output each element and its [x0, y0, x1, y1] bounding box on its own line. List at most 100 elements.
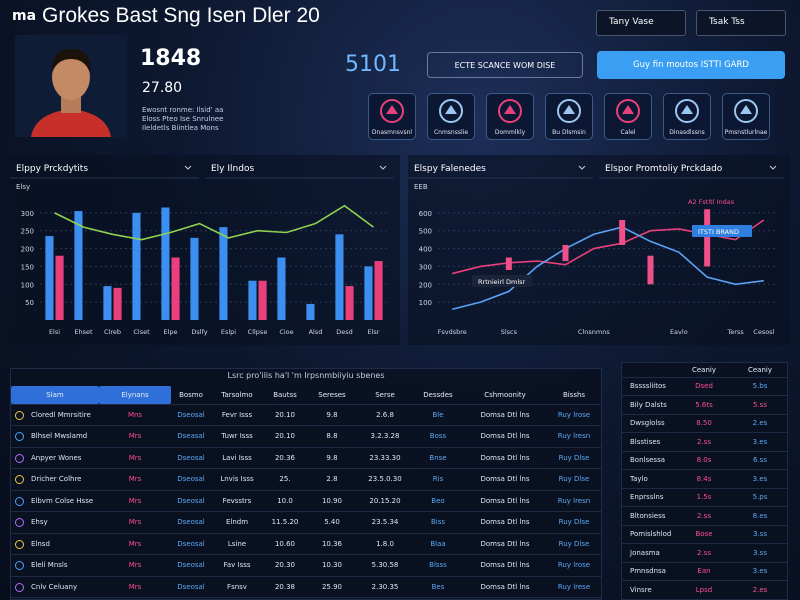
icon-shape [734, 99, 758, 123]
x-tick-label: Fsvdsbre [438, 328, 467, 336]
x-tick-label: Elpe [163, 328, 177, 336]
x-tick-label: Slscs [501, 328, 518, 336]
table-row: Pmnsdnsa Ean 3.es [622, 562, 787, 581]
line [54, 204, 374, 241]
table-cell: Mrs [99, 447, 171, 469]
y-tick-label: 150 [21, 263, 34, 271]
table-cell: Elnsd [11, 533, 99, 555]
x-tick-label: Terss [726, 328, 744, 336]
icon-tile[interactable]: Bu Dlsmsin [545, 93, 593, 140]
icon-tile[interactable]: Pmsnstlurlnae [722, 93, 770, 140]
table-cell: Lnvis Isss [211, 468, 263, 491]
x-tick-label: Clset [133, 328, 150, 336]
row-icon [15, 561, 24, 570]
icon-shape [616, 99, 640, 123]
table-cell: Boss [413, 425, 463, 448]
table-cell: Ris [413, 468, 463, 491]
row-icon [15, 432, 24, 441]
bar [219, 227, 228, 320]
table-cell: Mrs [99, 425, 171, 448]
logo: ma [12, 8, 37, 24]
column-header: Bosmo [171, 386, 211, 405]
table-cell: 20.30 [263, 554, 307, 577]
outline-button[interactable]: ECTE SCANCE WOM DISE [427, 52, 583, 78]
table: Slam Elynans Bosmo Tarsolmo Bautss Sereses Ser… [11, 386, 601, 598]
icon-tile[interactable]: Dinasdlssns [663, 93, 711, 140]
column-header: Ceaniy [675, 363, 733, 378]
table-cell: Domsa Dtl lns [463, 511, 547, 534]
icon-shape [740, 105, 752, 114]
table-cell: 3.es [733, 562, 787, 581]
icon-tile[interactable]: Cnmsnsslie [427, 93, 475, 140]
bar [74, 211, 83, 320]
table-cell: Lavi Isss [211, 447, 263, 469]
primary-button[interactable]: Guy fin moutos ISTTI GARD [597, 51, 785, 79]
table-cell: 11.5.20 [263, 511, 307, 534]
annotation: Rrtnieirl Dmlsr [478, 278, 526, 286]
panel-title: Elppy Prckdytits [16, 164, 88, 174]
column-header: Bautss [263, 386, 307, 405]
note: Ileldetls Biintlea Mons [142, 124, 219, 132]
table-cell: Cloredl Mmrsitire [11, 404, 99, 426]
table-cell: 8.8 [307, 425, 357, 448]
x-tick-label: Cllpse [248, 328, 268, 336]
x-tick-label: Ehset [74, 328, 93, 336]
table-cell: Ruy lresn [547, 490, 601, 512]
bar [113, 287, 122, 320]
table-cell: Bssssliitos [622, 377, 675, 396]
table-cell: Domsa Dtl lns [463, 533, 547, 555]
table-row: Dwsglolss 8.50 2.es [622, 414, 787, 433]
icon-shape [386, 105, 398, 114]
table-cell: 3.2.3.28 [357, 425, 413, 448]
icon-tile[interactable]: Dommlkly [486, 93, 534, 140]
table-cell: 20.36 [263, 447, 307, 469]
table-cell: Dseasal [171, 425, 211, 448]
row-icon [15, 582, 24, 592]
table-cell: Dseosal [171, 511, 211, 534]
table-cell: 10.30 [307, 554, 357, 577]
table-cell: Cnlv Celuany [11, 576, 99, 598]
row-icon [15, 410, 24, 420]
table-row: Bssssliitos Dsed 5.bs [622, 377, 787, 396]
table-cell: 20.38 [263, 576, 307, 598]
table-cell: 2.es [733, 414, 787, 433]
table-cell: Lpsd [675, 580, 733, 600]
table-cell: Ruy lrose [547, 404, 601, 426]
x-tick-label: Alsd [309, 328, 323, 336]
table-cell: Fsnsv [211, 576, 263, 598]
note: Ewosnt ronme: Ilsid' aa [142, 106, 224, 114]
icon-tile[interactable]: Dnasmnsvsnl [368, 93, 416, 140]
bar [190, 237, 199, 320]
table-cell: Ean [675, 562, 733, 581]
avatar [15, 35, 127, 137]
table-cell: Mrs [99, 511, 171, 534]
table-cell: Blsss [413, 554, 463, 577]
y-tick-label: 400 [419, 246, 432, 254]
table-cell: Enprsslns [622, 488, 675, 507]
panel-title: Elspy Falenedes [414, 164, 486, 174]
x-tick-label: Desd [336, 328, 353, 336]
y-tick-label: 200 [419, 281, 432, 289]
icon-glyph [675, 99, 699, 123]
bar [161, 207, 170, 320]
x-tick-label: Elsi [49, 328, 60, 336]
line [451, 226, 764, 311]
menu-dropdown[interactable]: Tany Vase [596, 10, 686, 36]
table-row: Bily Dalsts 5.6ts 5.ss [622, 395, 787, 415]
column-header [622, 363, 675, 378]
icon-shape [445, 105, 457, 114]
table-cell: Fav Isss [211, 554, 263, 577]
table-row: Taylo 8.4s 3.es [622, 469, 787, 489]
table-cell: 2.es [733, 580, 787, 600]
x-tick-label: Eavlo [670, 328, 688, 336]
table-cell: 20.10 [263, 425, 307, 448]
table-cell: Ruy lresn [547, 425, 601, 448]
icon-shape [380, 99, 404, 123]
x-tick-label: Cioe [279, 328, 293, 336]
table-cell: 10.90 [307, 490, 357, 512]
menu-dropdown[interactable]: Tsak Tss [696, 10, 786, 36]
icon-tile[interactable]: Calel [604, 93, 652, 140]
bar [335, 234, 344, 320]
bar [306, 303, 315, 320]
